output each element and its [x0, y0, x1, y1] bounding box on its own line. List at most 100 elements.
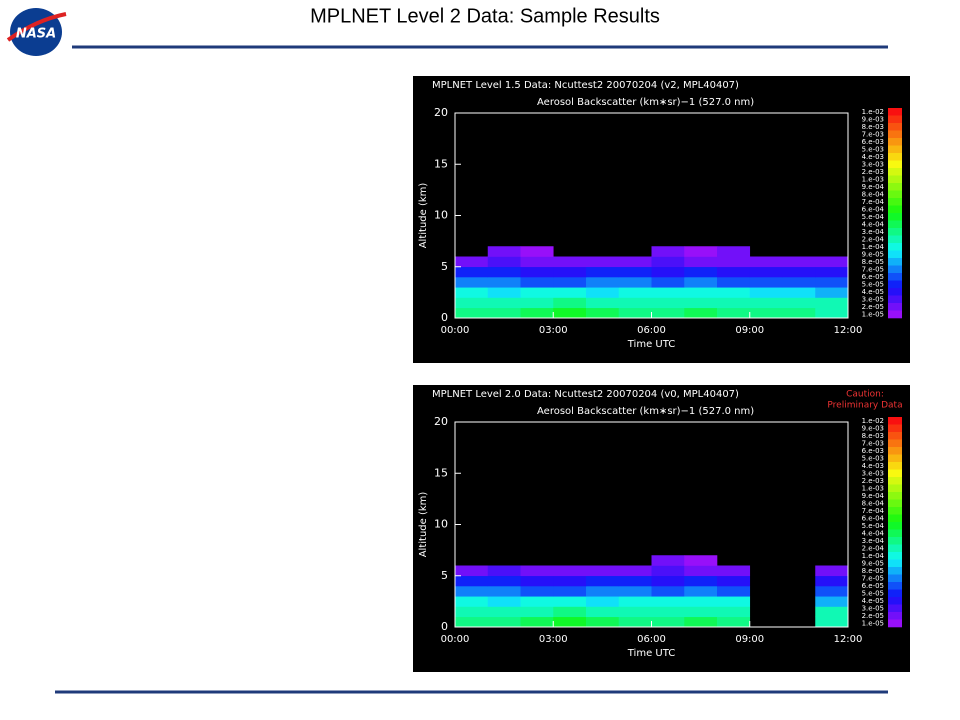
heat-cell	[717, 277, 751, 288]
colorbar-label: 1.e-02	[862, 108, 884, 116]
colorbar-label: 4.e-03	[862, 462, 884, 470]
colorbar-swatch	[888, 514, 902, 523]
heat-cell	[520, 606, 554, 618]
plot-panel	[413, 76, 910, 363]
chart-subtitle: Aerosol Backscatter (km∗sr)−1 (527.0 nm)	[537, 97, 754, 108]
heat-cell	[684, 606, 718, 618]
heat-cell	[586, 277, 620, 288]
colorbar-label: 8.e-05	[862, 567, 884, 575]
heat-cell	[684, 266, 718, 278]
x-tick-label: 03:00	[539, 325, 568, 336]
colorbar-label: 7.e-04	[862, 198, 885, 206]
colorbar-swatch	[888, 138, 902, 146]
heat-cell	[455, 606, 489, 618]
heat-cell	[553, 307, 587, 319]
heat-cell	[782, 297, 816, 309]
y-tick-label: 15	[434, 466, 448, 479]
colorbar-label: 4.e-04	[862, 529, 885, 537]
heat-cell	[717, 297, 751, 309]
heat-cell	[586, 606, 620, 618]
chart-title: MPLNET Level 2.0 Data: Ncuttest2 2007020…	[432, 389, 739, 400]
heat-cell	[749, 277, 783, 288]
x-tick-label: 09:00	[735, 634, 764, 645]
heat-cell	[651, 307, 685, 319]
colorbar-label: 6.e-05	[862, 273, 884, 281]
heat-cell	[520, 575, 554, 587]
heat-cell	[487, 606, 521, 618]
colorbar-swatch	[888, 597, 902, 605]
heat-cell	[684, 297, 718, 309]
heat-cell	[455, 287, 489, 298]
heat-cell	[684, 287, 718, 298]
heat-cell	[553, 565, 587, 577]
heat-cell	[815, 606, 849, 618]
colorbar-swatch	[888, 462, 902, 470]
heat-cell	[717, 266, 751, 278]
heat-cell	[782, 277, 816, 288]
colorbar-label: 4.e-05	[862, 597, 884, 605]
colorbar-label: 1.e-03	[862, 484, 884, 492]
heat-cell	[618, 277, 652, 288]
caution-note: Preliminary Data	[827, 401, 902, 411]
heat-cell	[684, 307, 718, 319]
colorbar-swatch	[888, 190, 902, 199]
colorbar-swatch	[888, 145, 902, 154]
heat-cell	[455, 256, 489, 268]
colorbar-label: 6.e-03	[862, 447, 884, 455]
colorbar-label: 6.e-05	[862, 582, 884, 590]
heat-cell	[487, 307, 521, 319]
colorbar-swatch	[888, 417, 902, 425]
heat-cell	[553, 277, 587, 288]
heat-cell	[586, 287, 620, 298]
heat-cell	[684, 256, 718, 268]
colorbar-label: 9.e-03	[862, 115, 884, 123]
x-axis-label: Time UTC	[627, 648, 675, 659]
y-tick-label: 5	[441, 260, 448, 273]
heat-cell	[487, 277, 521, 288]
heat-cell	[618, 586, 652, 597]
colorbar-label: 3.e-03	[862, 160, 884, 168]
colorbar-swatch	[888, 153, 902, 161]
colorbar-swatch	[888, 604, 902, 613]
heat-cell	[553, 606, 587, 618]
colorbar-swatch	[888, 619, 902, 628]
heat-cell	[455, 565, 489, 577]
colorbar-swatch	[888, 582, 902, 590]
heat-cell	[553, 287, 587, 298]
y-tick-label: 20	[434, 106, 448, 119]
heat-cell	[651, 606, 685, 618]
heat-cell	[815, 575, 849, 587]
heat-cell	[618, 287, 652, 298]
heat-cell	[586, 586, 620, 597]
colorbar-label: 7.e-05	[862, 265, 884, 273]
colorbar-swatch	[888, 612, 902, 620]
heat-cell	[618, 606, 652, 618]
y-axis-label: Altitude (km)	[418, 492, 429, 558]
colorbar-label: 2.e-04	[862, 544, 885, 552]
x-tick-label: 06:00	[637, 325, 666, 336]
colorbar-swatch	[888, 552, 902, 560]
heat-cell	[815, 307, 849, 319]
heat-cell	[586, 596, 620, 607]
heat-cell	[520, 256, 554, 268]
heat-cell	[717, 575, 751, 587]
colorbar-label: 6.e-03	[862, 138, 884, 146]
colorbar-label: 3.e-04	[862, 537, 885, 545]
colorbar-swatch	[888, 213, 902, 221]
colorbar-swatch	[888, 432, 902, 440]
heat-cell	[586, 266, 620, 278]
heat-cell	[586, 575, 620, 587]
heat-cell	[749, 256, 783, 268]
heat-cell	[553, 596, 587, 607]
colorbar-swatch	[888, 250, 902, 259]
heat-cell	[815, 297, 849, 309]
y-tick-label: 0	[441, 620, 448, 633]
colorbar-label: 8.e-04	[862, 190, 885, 198]
colorbar-label: 5.e-05	[862, 280, 884, 288]
logo-text: NASA	[16, 27, 56, 42]
colorbar-swatch	[888, 303, 902, 311]
colorbar-swatch	[888, 265, 902, 274]
heat-cell	[520, 287, 554, 298]
heat-cell	[717, 586, 751, 597]
heat-cell	[520, 616, 554, 628]
